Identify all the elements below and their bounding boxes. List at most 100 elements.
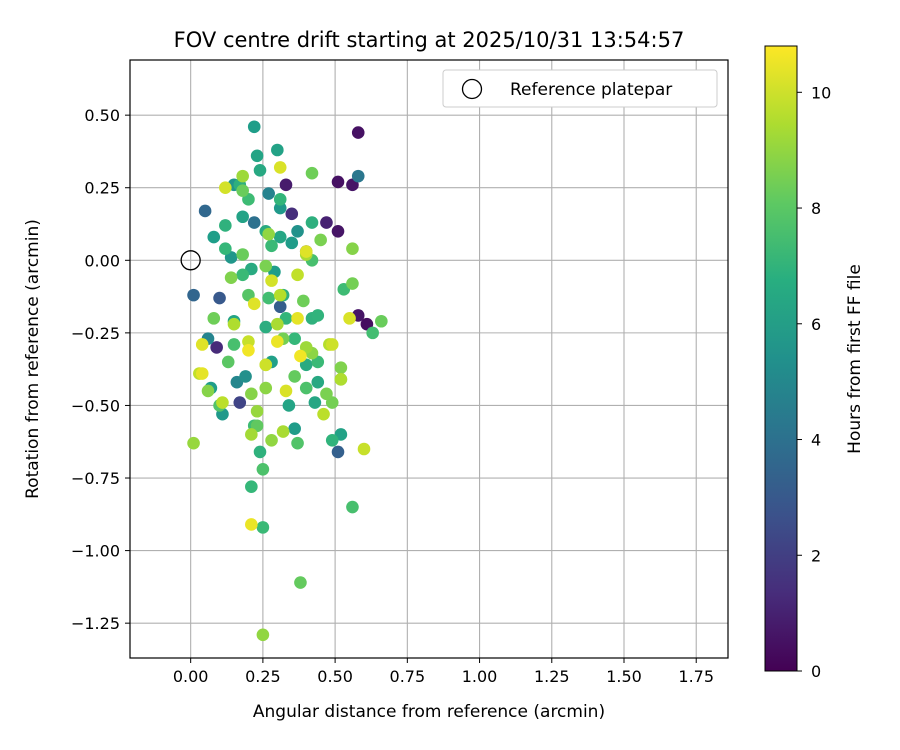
y-tick-label: −0.50 <box>71 396 120 415</box>
x-tick-label: 1.25 <box>534 667 570 686</box>
data-point <box>247 297 261 311</box>
data-point <box>271 335 284 348</box>
data-point <box>219 242 232 255</box>
data-point <box>273 230 287 244</box>
data-point <box>331 224 345 238</box>
data-point <box>187 288 200 302</box>
data-point <box>294 576 307 589</box>
data-point <box>305 166 319 180</box>
data-point <box>227 317 241 331</box>
data-point <box>294 349 307 363</box>
colorbar-ticks: 0 2 4 6 8 10 <box>797 83 831 681</box>
data-point <box>273 201 287 215</box>
data-point <box>245 518 258 531</box>
data-point <box>245 387 258 401</box>
data-points <box>187 120 388 642</box>
colorbar-tick-label: 2 <box>811 546 821 565</box>
data-point <box>216 396 229 409</box>
colorbar-tick-label: 10 <box>811 83 831 102</box>
data-point <box>265 274 278 287</box>
data-point <box>195 338 209 351</box>
data-point <box>308 396 322 409</box>
data-point <box>351 126 365 139</box>
data-point <box>334 373 348 386</box>
data-point <box>242 335 255 348</box>
data-point <box>213 291 226 305</box>
data-point <box>259 320 273 334</box>
colorbar: 0 2 4 6 8 10 Hours from first FF file <box>764 45 865 681</box>
y-tick-label: 0.00 <box>84 251 120 270</box>
data-point <box>273 288 287 302</box>
data-point <box>288 332 301 345</box>
data-point <box>299 245 313 258</box>
data-point <box>334 361 348 375</box>
data-point <box>262 291 275 305</box>
data-point <box>239 370 252 383</box>
x-tick-label: 1.50 <box>606 667 642 686</box>
y-tick-label: 0.50 <box>84 106 120 125</box>
y-tick-label: −1.25 <box>71 614 120 633</box>
data-point <box>273 300 287 314</box>
colorbar-tick-label: 4 <box>811 431 821 450</box>
data-point <box>325 338 339 351</box>
data-point <box>259 381 273 395</box>
data-point <box>343 312 356 325</box>
colorbar-tick-label: 6 <box>811 315 821 334</box>
legend-label: Reference platepar <box>510 80 672 100</box>
data-point <box>242 343 255 357</box>
data-point <box>224 271 238 285</box>
x-tick-label: 0.75 <box>390 667 426 686</box>
data-point <box>291 312 304 325</box>
data-point <box>253 445 267 459</box>
data-point <box>253 164 267 177</box>
x-tick-label: 1.00 <box>462 667 498 686</box>
data-point <box>207 230 221 244</box>
data-point <box>250 149 264 163</box>
y-axis-ticks: 0.50 0.25 0.00 −0.25 −0.50 −0.75 −1.00 −1.25 <box>71 106 130 633</box>
data-point <box>291 224 304 238</box>
data-point <box>262 227 275 241</box>
data-point <box>320 387 333 401</box>
data-point <box>236 248 249 261</box>
data-point <box>233 396 247 409</box>
data-point <box>245 428 258 441</box>
data-point <box>288 370 301 383</box>
data-point <box>331 175 345 189</box>
data-point <box>227 338 241 351</box>
colorbar-tick-label: 0 <box>811 662 821 681</box>
data-point <box>357 442 371 456</box>
data-point <box>273 161 287 174</box>
plot-frame <box>129 59 729 659</box>
data-point <box>247 120 261 134</box>
reference-marker <box>180 250 201 271</box>
data-point <box>305 216 319 229</box>
data-point <box>325 433 339 447</box>
data-point <box>245 480 258 494</box>
data-point <box>259 259 273 273</box>
legend-marker <box>461 78 483 100</box>
data-point <box>375 314 388 328</box>
grid <box>130 60 728 658</box>
y-tick-label: −1.00 <box>71 542 120 561</box>
data-point <box>346 500 359 514</box>
data-point <box>297 294 310 308</box>
x-tick-label: 0.50 <box>317 667 353 686</box>
x-axis-ticks: 0.00 0.25 0.50 0.75 1.00 1.25 1.50 1.75 <box>173 658 714 686</box>
data-point <box>285 207 299 221</box>
data-point <box>259 358 273 372</box>
y-tick-label: −0.75 <box>71 469 120 488</box>
data-point <box>262 187 275 200</box>
chart-title: FOV centre drift starting at 2025/10/31 … <box>174 28 685 52</box>
x-tick-label: 1.75 <box>678 667 714 686</box>
x-axis-label: Angular distance from reference (arcmin) <box>253 702 605 722</box>
data-point <box>247 216 261 229</box>
data-point <box>311 309 325 322</box>
data-point <box>346 277 359 290</box>
y-tick-label: 0.25 <box>84 179 120 198</box>
legend-box <box>442 69 718 108</box>
data-point <box>236 184 249 197</box>
data-point <box>279 178 293 192</box>
data-point <box>265 433 278 447</box>
data-point <box>195 367 209 380</box>
data-point <box>276 425 290 438</box>
